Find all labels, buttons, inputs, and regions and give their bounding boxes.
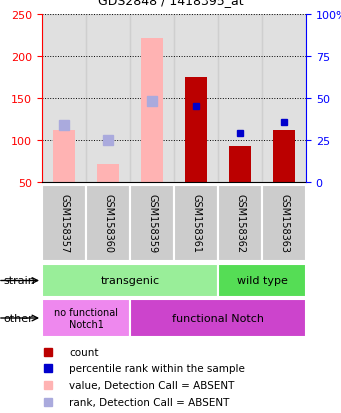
- Bar: [263, 185, 306, 261]
- Bar: [97, 164, 119, 183]
- Bar: [86, 15, 130, 183]
- Text: GSM158363: GSM158363: [279, 194, 289, 253]
- Text: strain: strain: [3, 276, 35, 286]
- Bar: [229, 147, 251, 183]
- Text: GSM158357: GSM158357: [59, 194, 69, 253]
- Text: transgenic: transgenic: [101, 276, 160, 286]
- Text: percentile rank within the sample: percentile rank within the sample: [69, 363, 245, 373]
- Bar: [130, 299, 306, 337]
- Bar: [141, 38, 163, 183]
- Text: GSM158361: GSM158361: [191, 194, 201, 253]
- Bar: [185, 78, 207, 183]
- Text: GDS2848 / 1418395_at: GDS2848 / 1418395_at: [98, 0, 243, 7]
- Text: rank, Detection Call = ABSENT: rank, Detection Call = ABSENT: [69, 397, 229, 407]
- Bar: [218, 264, 306, 297]
- Text: GSM158360: GSM158360: [103, 194, 113, 253]
- Bar: [130, 15, 174, 183]
- Text: GSM158359: GSM158359: [147, 194, 157, 253]
- Bar: [273, 131, 295, 183]
- Bar: [262, 15, 306, 183]
- Bar: [131, 185, 174, 261]
- Text: wild type: wild type: [237, 276, 287, 286]
- Bar: [53, 131, 75, 183]
- Bar: [86, 185, 130, 261]
- Bar: [174, 15, 218, 183]
- Bar: [175, 185, 218, 261]
- Text: value, Detection Call = ABSENT: value, Detection Call = ABSENT: [69, 380, 234, 390]
- Text: no functional
Notch1: no functional Notch1: [54, 307, 118, 329]
- Bar: [42, 15, 86, 183]
- Bar: [42, 299, 130, 337]
- Bar: [219, 185, 262, 261]
- Text: GSM158362: GSM158362: [235, 194, 245, 253]
- Bar: [42, 264, 218, 297]
- Text: count: count: [69, 347, 99, 357]
- Bar: [42, 185, 86, 261]
- Text: other: other: [3, 313, 33, 323]
- Text: functional Notch: functional Notch: [172, 313, 264, 323]
- Bar: [218, 15, 262, 183]
